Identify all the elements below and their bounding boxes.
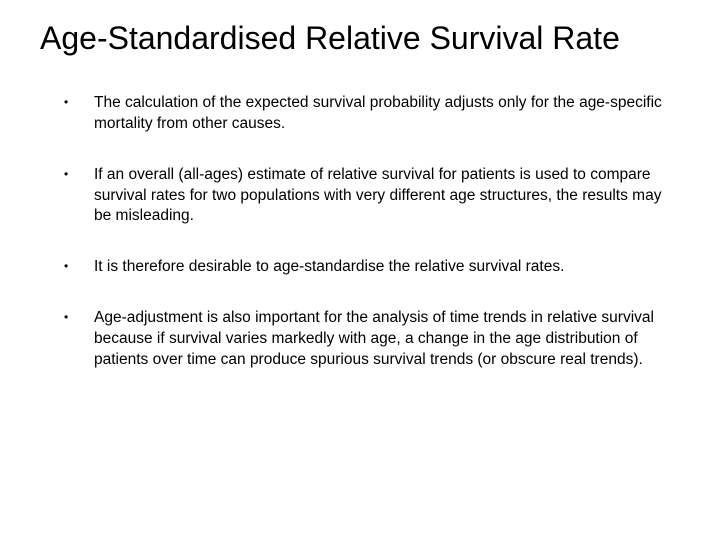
list-item: If an overall (all-ages) estimate of rel… [64,165,680,228]
list-item: It is therefore desirable to age-standar… [64,257,680,278]
slide-title: Age-Standardised Relative Survival Rate [40,20,680,57]
list-item: Age-adjustment is also important for the… [64,308,680,371]
slide: Age-Standardised Relative Survival Rate … [0,0,720,540]
list-item: The calculation of the expected survival… [64,93,680,135]
bullet-list: The calculation of the expected survival… [40,93,680,371]
